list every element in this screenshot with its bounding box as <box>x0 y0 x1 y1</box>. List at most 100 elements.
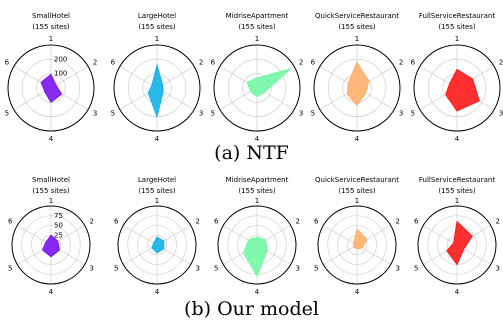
axis-label-1: 1 <box>455 35 459 43</box>
axis-label-2: 2 <box>93 59 97 67</box>
grid-spoke <box>156 66 195 89</box>
axis-label-2: 2 <box>495 218 499 226</box>
axis-label-5: 5 <box>414 265 418 273</box>
data-polygon <box>242 236 268 278</box>
axis-label-5: 5 <box>214 265 218 273</box>
panel-subtitle: (155 sites) <box>138 23 176 31</box>
axis-label-2: 2 <box>199 59 203 67</box>
axis-label-3: 3 <box>395 265 399 273</box>
axis-label-6: 6 <box>5 59 10 67</box>
panel-subtitle: (155 sites) <box>338 23 376 31</box>
axis-label-5: 5 <box>314 265 318 273</box>
ring-label-25: 25 <box>54 231 63 239</box>
panel-subtitle: (155 sites) <box>138 187 176 195</box>
axis-label-6: 6 <box>111 59 116 67</box>
axis-label-2: 2 <box>395 218 399 226</box>
ring-label-50: 50 <box>54 222 63 230</box>
axis-label-5: 5 <box>411 110 415 118</box>
data-polygon <box>346 61 370 107</box>
ring-label-75: 75 <box>54 212 63 220</box>
axis-label-3: 3 <box>399 110 403 118</box>
axis-label-2: 2 <box>499 59 503 67</box>
radar-panel-largehotel: LargeHotel (155 sites) 1 2 3 4 5 6 <box>111 12 204 143</box>
panel-title: LargeHotel <box>138 12 176 20</box>
axis-label-1: 1 <box>255 35 259 43</box>
axis-label-4: 4 <box>49 135 54 143</box>
axis-label-5: 5 <box>311 110 315 118</box>
axis-label-1: 1 <box>355 35 359 43</box>
axis-label-3: 3 <box>499 110 503 118</box>
panel-subtitle: (155 sites) <box>238 187 276 195</box>
axis-label-6: 6 <box>214 218 219 226</box>
radar-panel-smallhotel: SmallHotel (155 sites) 1 2 3 4 5 6 100 200 <box>5 12 98 143</box>
radar-panel-fullservicerestaurant: FullServiceRestaurant (155 sites) 1 2 3 4 5 6 <box>414 176 500 296</box>
data-polygon <box>353 228 368 250</box>
grid-spoke <box>119 66 158 89</box>
grid-spoke <box>423 225 458 246</box>
axis-label-5: 5 <box>211 110 215 118</box>
outer-ring <box>7 44 95 132</box>
panel-title: SmallHotel <box>32 12 70 20</box>
data-polygon <box>41 234 60 258</box>
axis-label-4: 4 <box>355 135 360 143</box>
panel-subtitle: (155 sites) <box>32 23 70 31</box>
radar-panel-largehotel: LargeHotel (155 sites) 1 2 3 4 5 6 <box>114 176 200 296</box>
axis-label-3: 3 <box>89 265 93 273</box>
axis-label-3: 3 <box>93 110 97 118</box>
data-polygon <box>246 68 291 98</box>
panel-title: QuickServiceRestaurant <box>315 176 399 184</box>
axis-label-2: 2 <box>295 218 299 226</box>
axis-label-3: 3 <box>195 265 199 273</box>
outer-ring <box>11 205 91 285</box>
axis-label-1: 1 <box>355 197 359 205</box>
axis-label-6: 6 <box>411 59 416 67</box>
outer-ring <box>217 205 297 285</box>
axis-label-6: 6 <box>211 59 216 67</box>
outer-ring <box>417 205 497 285</box>
axis-label-1: 1 <box>455 197 459 205</box>
axis-label-6: 6 <box>311 59 316 67</box>
outer-ring <box>117 205 197 285</box>
panel-subtitle: (155 sites) <box>238 23 276 31</box>
axis-label-2: 2 <box>89 218 93 226</box>
outer-ring <box>317 205 397 285</box>
caption-our-model: (b) Our model <box>184 298 319 320</box>
axis-label-1: 1 <box>155 197 159 205</box>
grid-spoke <box>123 244 158 265</box>
axis-label-4: 4 <box>155 288 160 296</box>
grid-spoke <box>17 225 52 246</box>
data-polygon <box>40 73 63 104</box>
outer-ring <box>113 44 201 132</box>
data-polygon <box>445 68 480 112</box>
axis-label-5: 5 <box>111 110 115 118</box>
radar-panel-fullservicerestaurant: FullServiceRestaurant (155 sites) 1 2 3 4 5 6 <box>411 12 503 143</box>
panel-title: QuickServiceRestaurant <box>315 12 399 20</box>
outer-ring <box>313 44 401 132</box>
panel-subtitle: (155 sites) <box>32 187 70 195</box>
grid-spoke <box>323 225 358 246</box>
grid-spoke <box>123 225 158 246</box>
axis-label-2: 2 <box>399 59 403 67</box>
axis-label-4: 4 <box>455 288 460 296</box>
panel-title: FullServiceRestaurant <box>419 12 495 20</box>
axis-label-3: 3 <box>295 265 299 273</box>
radar-panel-quickservicerestaurant: QuickServiceRestaurant (155 sites) 1 2 3 4 5 6 <box>311 12 404 143</box>
axis-label-5: 5 <box>5 110 9 118</box>
grid-spoke <box>323 244 358 265</box>
data-polygon <box>446 220 473 266</box>
axis-label-6: 6 <box>8 218 13 226</box>
axis-label-6: 6 <box>414 218 419 226</box>
axis-label-2: 2 <box>299 59 303 67</box>
grid-spoke <box>50 66 89 89</box>
panel-title: SmallHotel <box>32 176 70 184</box>
panel-title: MidriseApartment <box>226 176 289 184</box>
axis-label-3: 3 <box>199 110 203 118</box>
axis-label-4: 4 <box>255 135 260 143</box>
grid-spoke <box>356 244 391 265</box>
axis-label-3: 3 <box>299 110 303 118</box>
data-polygon <box>147 63 164 119</box>
radar-panel-midriseapartment: MidriseApartment (155 sites) 1 2 3 4 5 6 <box>211 12 304 143</box>
axis-label-4: 4 <box>49 288 54 296</box>
